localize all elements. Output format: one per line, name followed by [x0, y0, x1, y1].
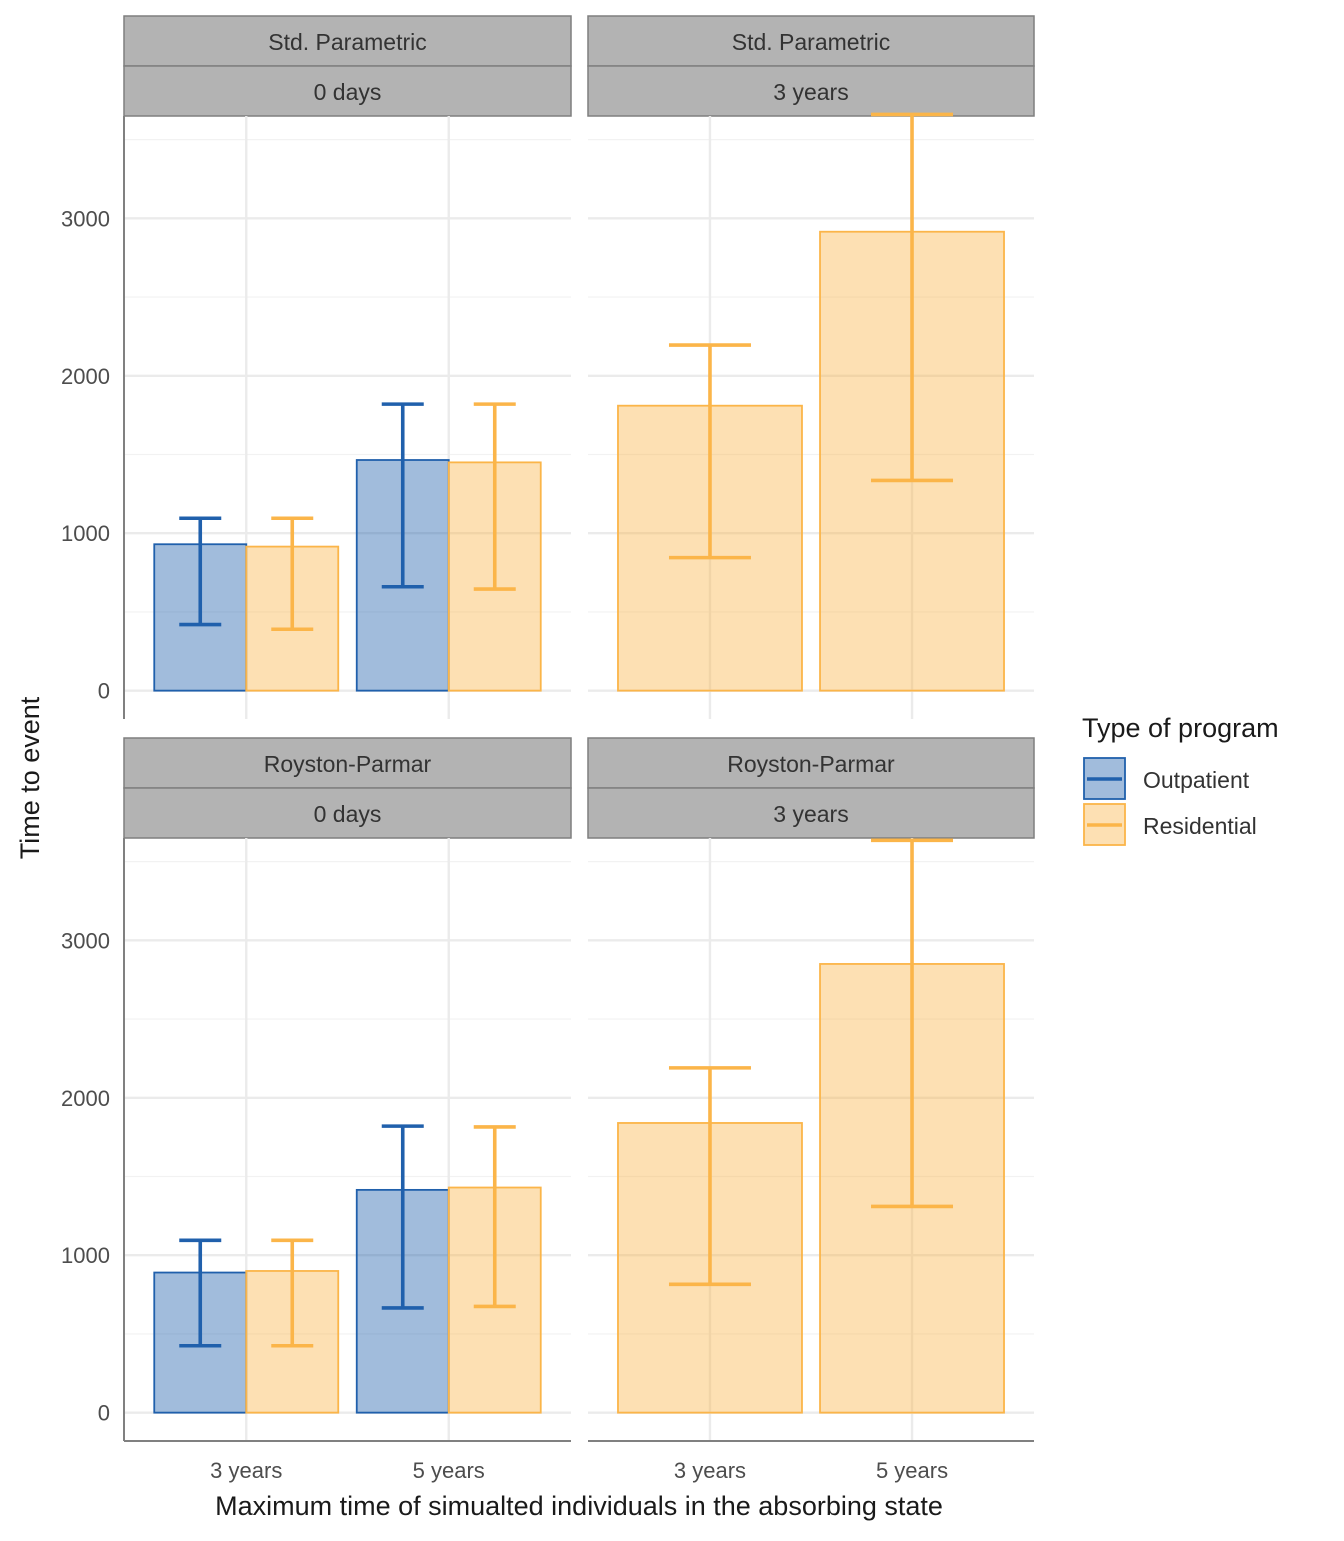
facet-strip-duration [123, 787, 572, 839]
y-tick-label: 2000 [61, 364, 110, 389]
facet-strip-method-label: Royston-Parmar [727, 751, 895, 777]
facet-strip-duration-label: 3 years [773, 801, 848, 827]
facet-strip-duration [587, 65, 1035, 117]
facet-strip-method-label: Std. Parametric [732, 29, 891, 55]
facet-strip-duration [587, 787, 1035, 839]
y-tick-label: 0 [98, 1401, 110, 1426]
y-tick-label: 3000 [61, 206, 110, 231]
y-tick-label: 2000 [61, 1086, 110, 1111]
y-tick-label: 1000 [61, 521, 110, 546]
legend-label: Residential [1143, 813, 1257, 839]
y-tick-label: 0 [98, 679, 110, 704]
facet-strip-duration-label: 3 years [773, 79, 848, 105]
x-tick-label: 5 years [876, 1458, 948, 1483]
facet-strip-method-label: Royston-Parmar [264, 751, 432, 777]
y-tick-label: 3000 [61, 928, 110, 953]
facet-strip-method [587, 15, 1035, 67]
facet-strip-duration-label: 0 days [314, 801, 382, 827]
legend-label: Outpatient [1143, 767, 1250, 793]
legend-title: Type of program [1082, 713, 1279, 743]
x-tick-label: 3 years [674, 1458, 746, 1483]
x-tick-label: 5 years [413, 1458, 485, 1483]
facet-strip-method [587, 737, 1035, 789]
facet-strip-method [123, 15, 572, 67]
y-axis-title: Time to event [15, 696, 45, 859]
y-tick-label: 1000 [61, 1243, 110, 1268]
facet-strip-method-label: Std. Parametric [268, 29, 427, 55]
x-axis-title: Maximum time of simualted individuals in… [215, 1491, 943, 1521]
x-tick-label: 3 years [210, 1458, 282, 1483]
facet-strip-method [123, 737, 572, 789]
facet-strip-duration [123, 65, 572, 117]
facet-strip-duration-label: 0 days [314, 79, 382, 105]
